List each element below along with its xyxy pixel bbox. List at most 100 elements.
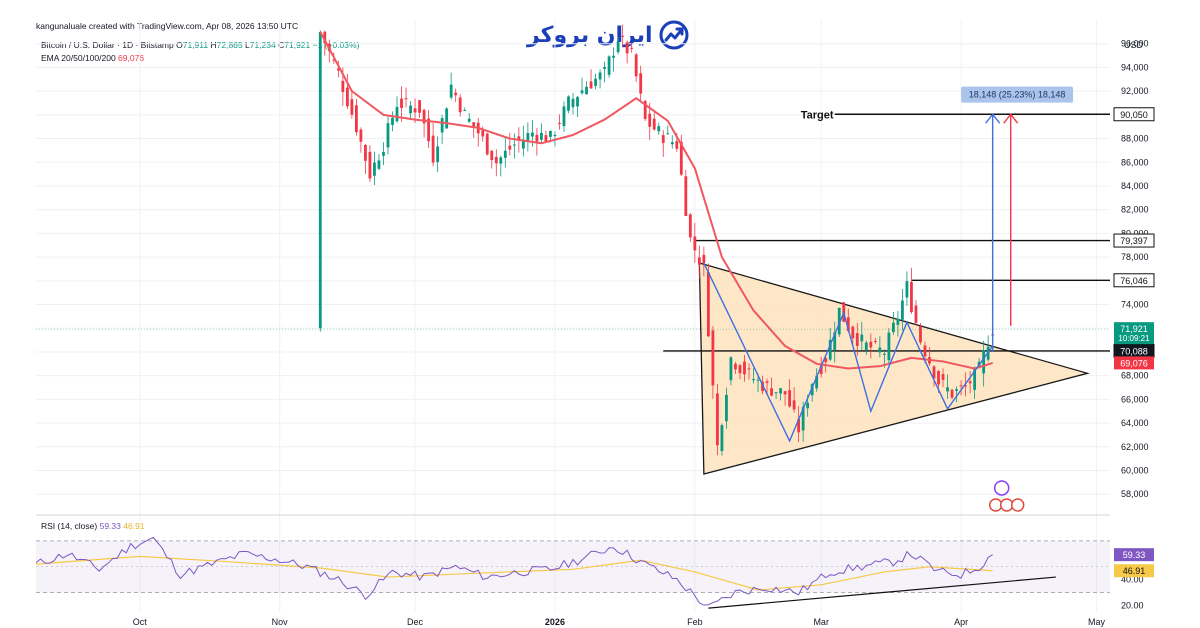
candle-body	[535, 134, 539, 142]
candle-body	[567, 96, 570, 111]
candle-body	[449, 84, 453, 98]
candle-body	[409, 105, 412, 114]
candle-body	[788, 390, 792, 407]
candle-body	[959, 385, 963, 387]
flag-event-icon	[1010, 498, 1025, 512]
rsi-badge	[1114, 548, 1154, 562]
change-value: −1 (−0.03%)	[312, 40, 360, 50]
y-tick-label: 66,000	[1121, 394, 1149, 404]
y-axis-unit-label: USD	[1124, 40, 1144, 50]
candle-body	[882, 353, 886, 355]
candle-body	[815, 375, 819, 389]
candle-body	[666, 133, 670, 135]
candle-body	[499, 157, 503, 164]
candle-body	[391, 117, 394, 126]
candle-body	[454, 92, 458, 96]
candle-body	[964, 385, 967, 387]
candle-body	[512, 144, 516, 146]
rsi-trendline	[708, 576, 1056, 609]
level-price-label: 79,397	[1120, 236, 1148, 246]
candle-body	[436, 146, 440, 163]
candle-body	[382, 151, 385, 156]
candle-body	[345, 87, 349, 107]
candle-body	[846, 317, 850, 331]
candle-body	[467, 118, 471, 122]
price-badge	[1114, 356, 1154, 370]
low-label: L	[245, 40, 250, 50]
candle-body	[530, 132, 534, 137]
candle-body	[968, 381, 972, 384]
y-tick-label: 94,000	[1121, 62, 1149, 72]
candle-body	[901, 300, 904, 320]
candle-body	[607, 56, 611, 75]
candle-body	[630, 47, 634, 49]
candle-body	[318, 32, 322, 329]
candle-body	[711, 330, 715, 386]
open-value: 71,911	[182, 40, 209, 50]
candle-body	[937, 371, 940, 385]
candle-body	[932, 366, 936, 379]
open-label: O	[176, 40, 183, 50]
close-label: C	[278, 40, 285, 50]
price-badge-label: 69,076	[1120, 358, 1148, 368]
y-tick-label: 74,000	[1121, 300, 1149, 310]
candle-body	[738, 365, 742, 374]
close-value: 71,921	[284, 40, 311, 50]
high-label: H	[210, 40, 217, 50]
candle-body	[864, 342, 868, 351]
rsi-label: RSI (14, close)	[41, 521, 98, 531]
y-tick-label: 80,000	[1121, 228, 1149, 238]
candle-body	[761, 381, 764, 392]
candle-body	[684, 176, 688, 217]
rsi-badge-label: 59.33	[1123, 550, 1146, 560]
x-tick-label: Feb	[687, 617, 703, 627]
x-tick-label: Oct	[133, 617, 148, 627]
candle-body	[481, 130, 485, 137]
candle-body	[792, 400, 796, 410]
candle-body	[923, 345, 927, 357]
candle-body	[801, 407, 805, 431]
y-tick-label: 82,000	[1121, 205, 1149, 215]
symbol-header: Bitcoin / U.S. Dollar · 1D · Bitstamp O7…	[41, 40, 359, 50]
candle-body	[643, 100, 647, 119]
candle-body	[603, 66, 606, 69]
candle-body	[521, 139, 525, 149]
candle-body	[896, 318, 900, 325]
candle-body	[594, 78, 597, 86]
candle-body	[612, 55, 616, 58]
level-price-badge	[1113, 273, 1155, 288]
candle-body	[413, 108, 417, 113]
candle-body	[950, 389, 954, 398]
candle-body	[341, 80, 345, 93]
candle-body	[806, 402, 810, 409]
candle-body	[400, 98, 403, 108]
candle-body	[833, 332, 837, 351]
candle-body	[404, 98, 408, 100]
candle-body	[373, 162, 376, 176]
level-price-label: 76,046	[1120, 276, 1148, 286]
y-tick-label: 86,000	[1121, 157, 1149, 167]
candle-body	[440, 118, 444, 133]
candle-body	[472, 122, 476, 128]
ema-value: 69,076	[118, 53, 145, 63]
x-tick-label: Mar	[813, 617, 829, 627]
target-label: Target	[801, 109, 834, 121]
low-value: 71,234	[249, 40, 276, 50]
candle-body	[869, 341, 873, 348]
wave-zigzag-line	[703, 262, 994, 443]
y-tick-label: 78,000	[1121, 252, 1149, 262]
candle-body	[589, 81, 593, 89]
candle-body	[697, 257, 701, 265]
candle-body	[517, 136, 521, 141]
candle-body	[743, 361, 746, 375]
flag-event-icon	[999, 498, 1014, 512]
candle-body	[914, 305, 918, 323]
candle-body	[973, 367, 977, 390]
y-tick-label: 58,000	[1121, 489, 1149, 499]
y-tick-label: 92,000	[1121, 86, 1149, 96]
candle-body	[720, 425, 724, 452]
candle-body	[873, 340, 877, 342]
rsi-tick-label: 40.00	[1121, 575, 1144, 585]
candle-body	[562, 106, 566, 127]
